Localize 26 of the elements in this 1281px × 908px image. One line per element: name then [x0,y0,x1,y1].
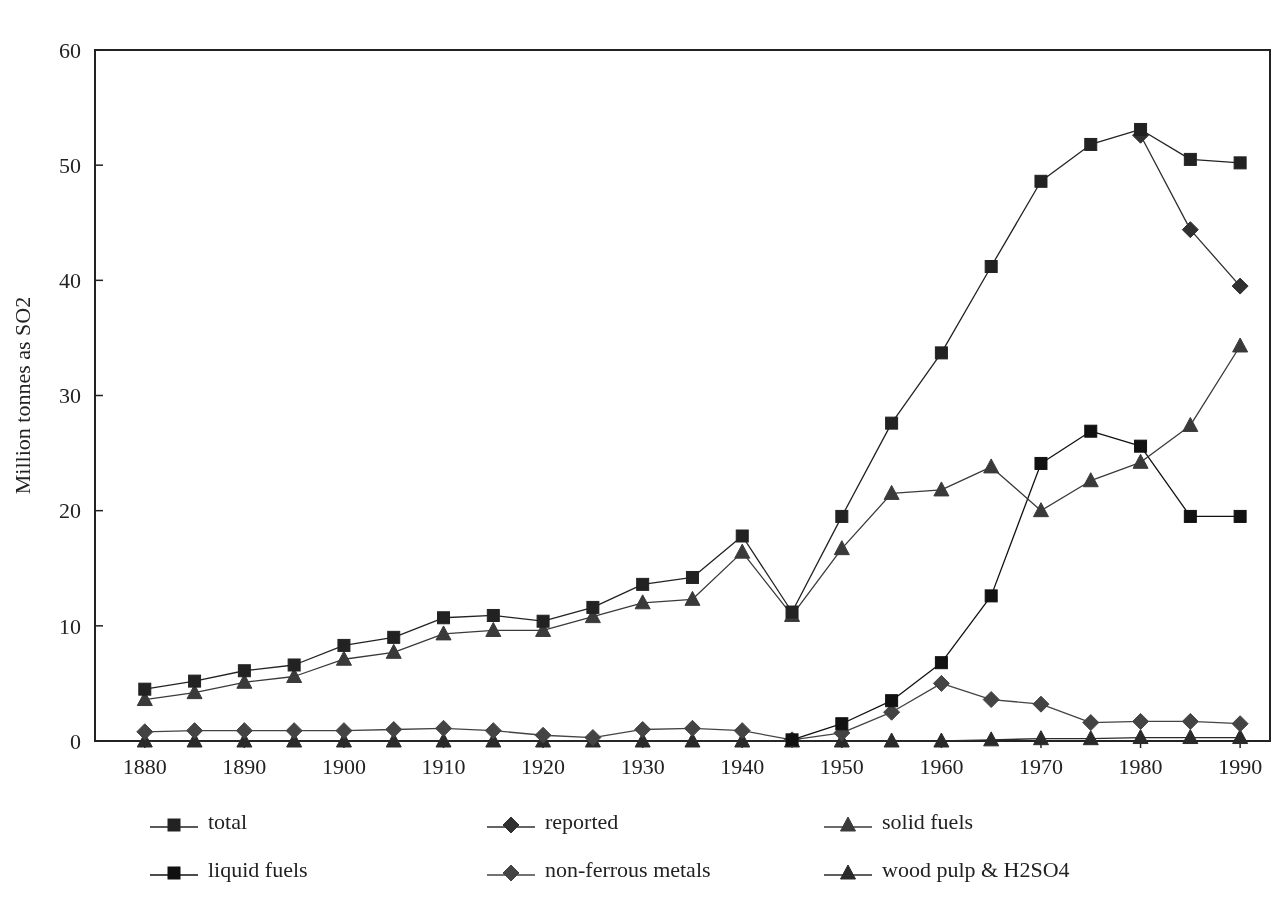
y-tick-label: 60 [59,37,81,63]
x-tick-label: 1950 [819,754,864,779]
x-tick-label: 1880 [122,754,167,779]
x-tick-label: 1960 [919,754,964,779]
legend-label: total [208,808,248,834]
x-tick-label: 1910 [421,754,466,779]
y-tick-label: 10 [59,613,81,639]
y-tick-label: 0 [70,728,81,754]
x-tick-label: 1930 [620,754,665,779]
legend-label: reported [545,808,619,834]
x-tick-label: 1920 [521,754,566,779]
y-axis-title: Million tonnes as SO2 [10,296,35,495]
y-tick-label: 40 [59,268,81,294]
x-tick-label: 1990 [1218,754,1263,779]
x-tick-label: 1980 [1118,754,1163,779]
x-tick-label: 1890 [222,754,267,779]
x-tick-label: 1970 [1018,754,1063,779]
y-tick-label: 50 [59,152,81,178]
y-tick-label: 20 [59,498,81,524]
legend-label: wood pulp & H2SO4 [882,856,1070,882]
y-tick-label: 30 [59,383,81,409]
x-tick-label: 1900 [321,754,366,779]
legend-label: non-ferrous metals [545,856,711,882]
x-tick-label: 1940 [720,754,765,779]
legend-label: solid fuels [882,808,974,834]
legend-label: liquid fuels [208,856,308,882]
